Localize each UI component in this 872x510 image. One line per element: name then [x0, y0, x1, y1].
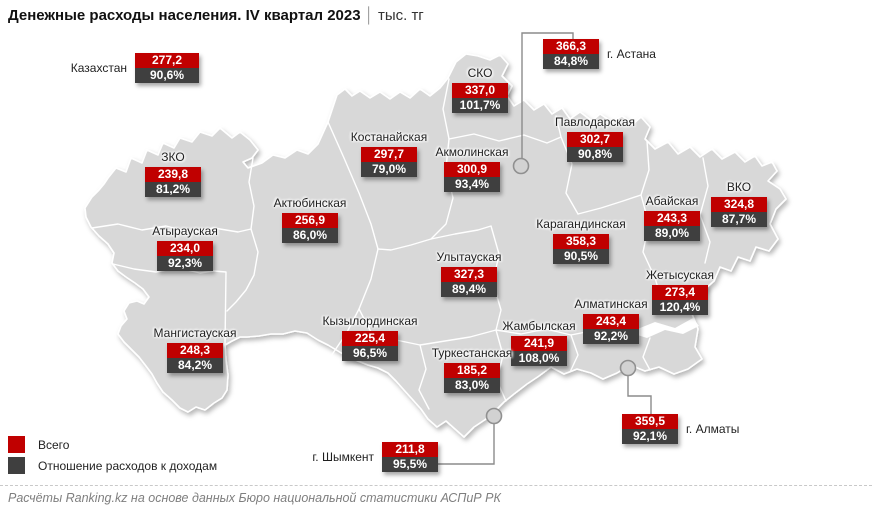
legend-label-total: Всего: [38, 437, 70, 452]
legend-item-ratio: Отношение расходов к доходам: [8, 457, 217, 474]
title-unit: тыс. тг: [377, 7, 424, 24]
chart-title: Денежные расходы населения. IV квартал 2…: [8, 7, 424, 24]
city-connectors: [438, 32, 652, 465]
total-swatch: [8, 436, 25, 453]
title-main: Денежные расходы населения. IV квартал 2…: [8, 7, 361, 24]
legend: Всего Отношение расходов к доходам: [8, 436, 217, 478]
city-markers: [485, 157, 637, 425]
source-note: Расчёты Ranking.kz на основе данных Бюро…: [0, 485, 872, 505]
lake-balkhash: [597, 318, 699, 340]
shymkent-marker: [485, 407, 503, 425]
country-outline: [84, 53, 787, 438]
astana-connector: [521, 32, 574, 159]
ratio-swatch: [8, 457, 25, 474]
legend-item-total: Всего: [8, 436, 217, 453]
almaty-marker: [619, 359, 637, 377]
title-separator: │: [364, 7, 374, 24]
legend-label-ratio: Отношение расходов к доходам: [38, 458, 218, 473]
astana-marker: [512, 157, 530, 175]
shymkent-connector: [438, 424, 495, 465]
almaty-connector: [627, 375, 652, 414]
